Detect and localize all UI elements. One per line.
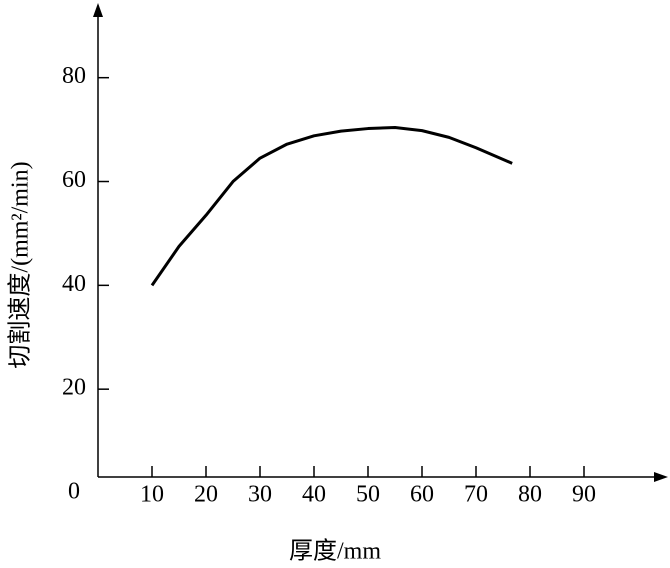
y-tick-label: 20 [62,375,86,401]
y-tick-label: 60 [62,167,86,193]
x-tick-label: 70 [464,482,488,508]
y-tick-label: 40 [62,271,86,297]
y-tick-label: 0 [68,479,80,505]
x-tick-label: 30 [248,482,272,508]
x-tick-label: 40 [302,482,326,508]
y-axis-label: 切割速度/(mm²/min) [7,161,34,368]
y-axis-arrow [93,3,103,17]
x-tick-label: 20 [194,482,218,508]
x-axis-arrow [654,472,668,482]
x-tick-label: 90 [572,482,596,508]
x-tick-label: 80 [518,482,542,508]
x-tick-label: 10 [140,482,164,508]
y-tick-label: 80 [62,63,86,89]
x-tick-label: 50 [356,482,380,508]
line [150,126,513,287]
x-axis-label: 厚度/mm [289,538,381,565]
x-tick-label: 60 [410,482,434,508]
